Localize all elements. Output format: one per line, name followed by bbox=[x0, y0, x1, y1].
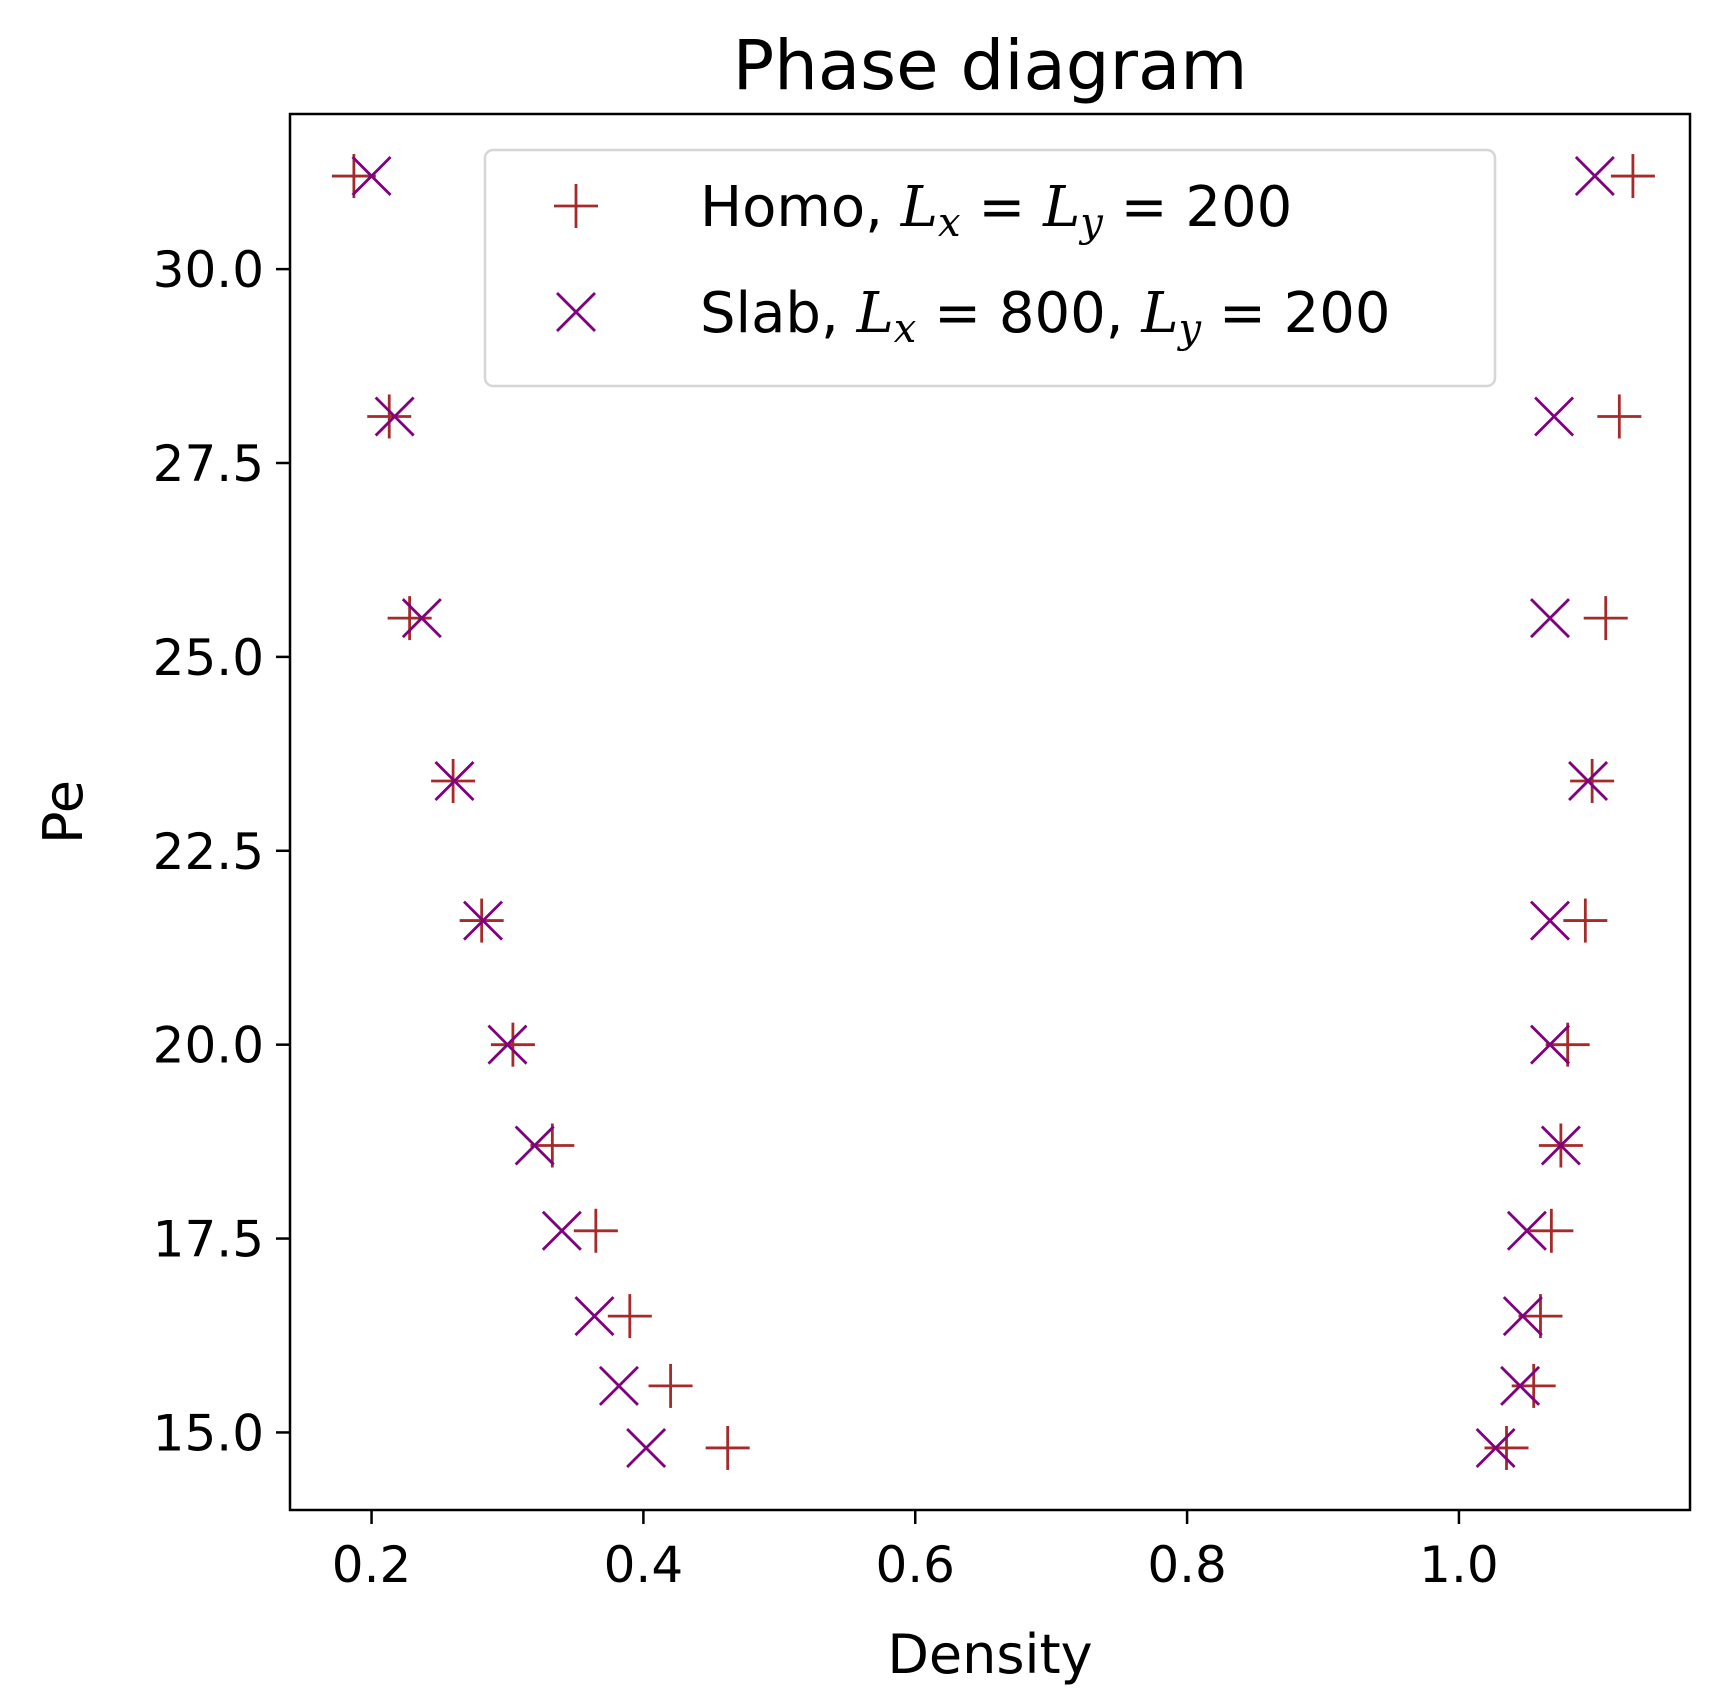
homo-data-point bbox=[530, 1123, 575, 1168]
homo-data-point bbox=[1597, 394, 1642, 439]
y-tick-label: 22.5 bbox=[153, 823, 264, 881]
legend-label-homo: Homo, Lx = Ly = 200 bbox=[700, 175, 1292, 246]
homo-data-point bbox=[648, 1363, 693, 1408]
homo-data-point bbox=[490, 1022, 535, 1067]
homo-series bbox=[331, 154, 1655, 1470]
slab-data-point bbox=[514, 1125, 555, 1166]
slab-data-point bbox=[401, 598, 442, 639]
legend-text-part: x bbox=[894, 306, 917, 352]
legend-text-part: L bbox=[856, 281, 894, 346]
slab-data-point bbox=[598, 1365, 639, 1406]
slab-series bbox=[351, 156, 1615, 1468]
homo-data-point bbox=[1545, 1022, 1590, 1067]
legend-text-part: Homo, bbox=[700, 175, 901, 240]
slab-data-point bbox=[1530, 900, 1570, 941]
x-tick-label: 1.0 bbox=[1419, 1536, 1499, 1594]
x-axis-title: Density bbox=[887, 1623, 1092, 1686]
slab-data-point bbox=[487, 1024, 528, 1065]
slab-data-point bbox=[463, 900, 503, 941]
slab-data-point bbox=[434, 760, 475, 801]
slab-data-point bbox=[1534, 396, 1575, 437]
legend-text-part: L bbox=[1042, 175, 1080, 240]
homo-data-point bbox=[1563, 898, 1608, 943]
y-tick-label: 20.0 bbox=[153, 1017, 264, 1075]
legend-text-part: x bbox=[938, 200, 961, 246]
homo-data-point bbox=[573, 1208, 618, 1253]
slab-data-point bbox=[1500, 1365, 1541, 1406]
homo-data-point bbox=[607, 1294, 652, 1339]
x-tick-label: 0.2 bbox=[332, 1536, 412, 1594]
slab-data-point bbox=[1475, 1427, 1516, 1468]
y-axis-ticks: 15.0 17.5 20.0 22.5 25.0 27.5 30.0 bbox=[153, 241, 290, 1462]
homo-data-point bbox=[1570, 758, 1615, 803]
x-tick-label: 0.6 bbox=[875, 1536, 955, 1594]
slab-data-point bbox=[351, 156, 392, 197]
legend-text-part: y bbox=[1078, 200, 1104, 246]
chart-title: Phase diagram bbox=[733, 26, 1248, 106]
x-tick-label: 0.8 bbox=[1147, 1536, 1227, 1594]
legend-text-part: y bbox=[1177, 306, 1203, 352]
slab-data-point bbox=[1530, 598, 1570, 639]
homo-data-point bbox=[367, 394, 412, 439]
slab-data-point bbox=[541, 1210, 582, 1251]
slab-data-point bbox=[1506, 1210, 1547, 1251]
homo-data-point bbox=[387, 596, 432, 641]
legend-text-part: Slab, bbox=[700, 281, 857, 346]
x-tick-label: 0.4 bbox=[604, 1536, 684, 1594]
data-markers bbox=[331, 154, 1655, 1470]
legend-label-slab: Slab, Lx = 800, Ly = 200 bbox=[700, 281, 1391, 352]
y-tick-label: 25.0 bbox=[153, 629, 264, 687]
legend-text-part: L bbox=[900, 175, 938, 240]
y-tick-label: 15.0 bbox=[153, 1404, 264, 1462]
slab-data-point bbox=[1568, 760, 1609, 801]
y-tick-label: 30.0 bbox=[153, 241, 264, 299]
y-axis-title: Pe bbox=[32, 780, 95, 844]
legend-text-part: = 800, bbox=[916, 281, 1141, 346]
homo-data-point bbox=[1518, 1294, 1563, 1339]
legend-box bbox=[483, 148, 1497, 388]
y-tick-label: 27.5 bbox=[153, 435, 264, 493]
slab-data-point bbox=[1574, 156, 1615, 197]
slab-data-point bbox=[626, 1427, 667, 1468]
legend-text-part: L bbox=[1140, 281, 1178, 346]
homo-data-point bbox=[1529, 1208, 1574, 1253]
homo-data-point bbox=[1484, 1425, 1529, 1470]
slab-data-point bbox=[1540, 1125, 1581, 1166]
legend-marker-slab bbox=[556, 292, 596, 332]
homo-data-point bbox=[1583, 596, 1628, 641]
legend-text-part: = 200 bbox=[1201, 281, 1390, 346]
homo-data-point bbox=[705, 1425, 750, 1470]
legend-text-part: = bbox=[961, 175, 1044, 240]
y-tick-label: 17.5 bbox=[153, 1211, 264, 1269]
plot-frame bbox=[288, 112, 1692, 1512]
slab-data-point bbox=[574, 1296, 615, 1337]
legend-marker-homo bbox=[554, 184, 598, 228]
x-axis-ticks: 0.2 0.4 0.6 0.8 1.0 bbox=[332, 1510, 1499, 1594]
homo-data-point bbox=[1610, 154, 1655, 199]
slab-data-point bbox=[374, 396, 415, 437]
legend-text-part: = 200 bbox=[1103, 175, 1292, 240]
homo-data-point bbox=[331, 154, 376, 199]
slab-data-point bbox=[1502, 1296, 1543, 1337]
slab-data-point bbox=[1530, 1024, 1570, 1065]
